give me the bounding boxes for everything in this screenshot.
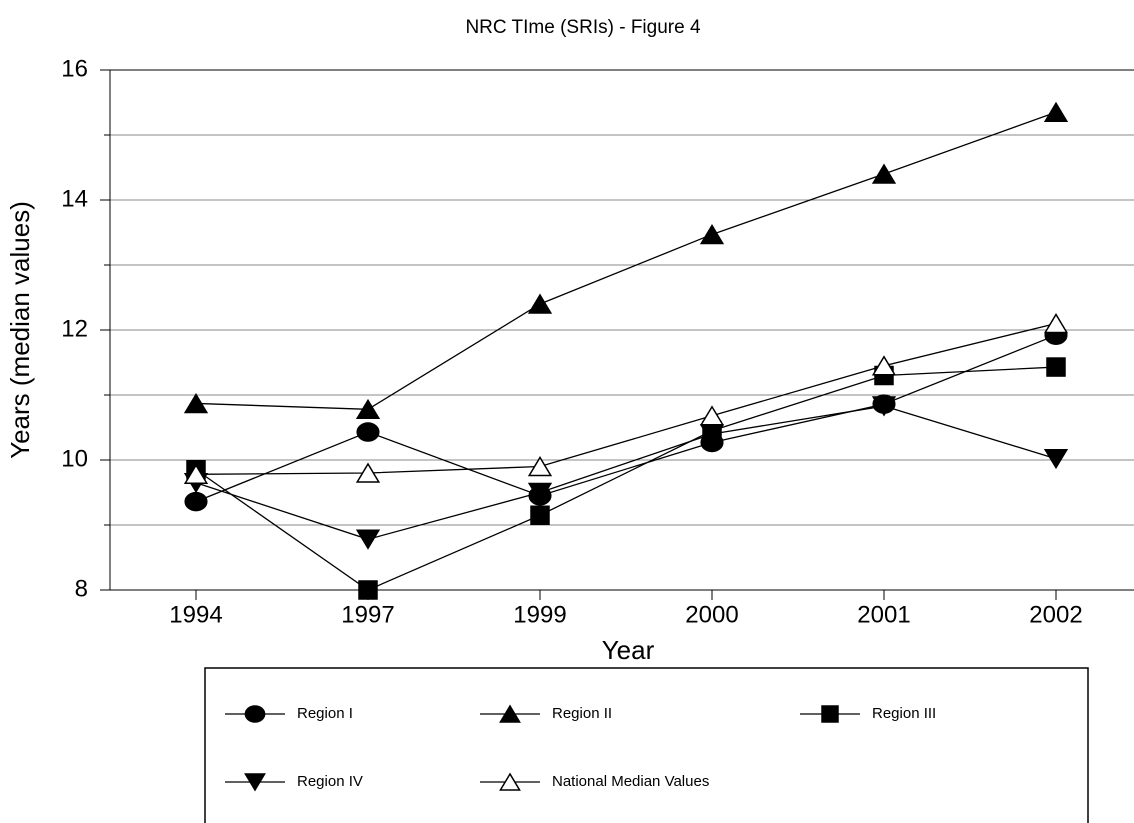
legend-label: Region I: [297, 705, 353, 722]
marker: [355, 529, 381, 550]
chart-title: NRC TIme (SRIs) - Figure 4: [465, 17, 701, 38]
y-tick-label: 14: [61, 185, 88, 212]
marker: [183, 463, 209, 485]
y-tick-label: 16: [61, 55, 88, 82]
x-tick-label: 2002: [1029, 601, 1082, 628]
marker: [1043, 313, 1069, 334]
x-tick-label: 2001: [857, 601, 910, 628]
marker: [527, 293, 553, 314]
marker: [1043, 101, 1069, 122]
legend-label: Region III: [872, 705, 936, 722]
series-line: [195, 366, 1057, 591]
marker: [821, 705, 839, 723]
marker: [499, 704, 521, 723]
marker: [499, 772, 521, 791]
marker: [355, 398, 381, 420]
x-tick-label: 1994: [169, 601, 222, 628]
series-line: [195, 405, 1057, 540]
marker: [527, 456, 553, 477]
marker: [358, 580, 378, 600]
marker: [356, 422, 380, 442]
marker: [183, 392, 209, 414]
series-line: [195, 334, 1057, 503]
marker: [871, 355, 897, 376]
marker: [527, 482, 553, 503]
y-tick-label: 10: [61, 445, 88, 472]
marker: [871, 396, 897, 417]
marker: [871, 163, 897, 184]
marker: [184, 491, 208, 512]
marker: [244, 773, 266, 792]
series-line: [195, 111, 1057, 410]
legend-box: [204, 667, 1089, 823]
marker: [699, 405, 725, 426]
marker: [1043, 448, 1069, 470]
marker: [244, 705, 266, 723]
x-tick-label: 2000: [685, 601, 738, 628]
marker: [530, 505, 550, 525]
y-axis-label: Years (median values): [5, 201, 35, 459]
legend-label: National Median Values: [552, 773, 709, 790]
x-tick-label: 1999: [513, 601, 566, 628]
x-tick-label: 1997: [341, 601, 394, 628]
marker: [1046, 357, 1066, 377]
marker: [355, 462, 381, 483]
legend-label: Region II: [552, 705, 612, 722]
y-tick-label: 12: [61, 315, 88, 342]
x-axis-label: Year: [602, 635, 655, 665]
marker: [699, 223, 725, 245]
y-tick-label: 8: [75, 575, 88, 602]
legend-label: Region IV: [297, 773, 363, 790]
series-line: [195, 322, 1057, 475]
